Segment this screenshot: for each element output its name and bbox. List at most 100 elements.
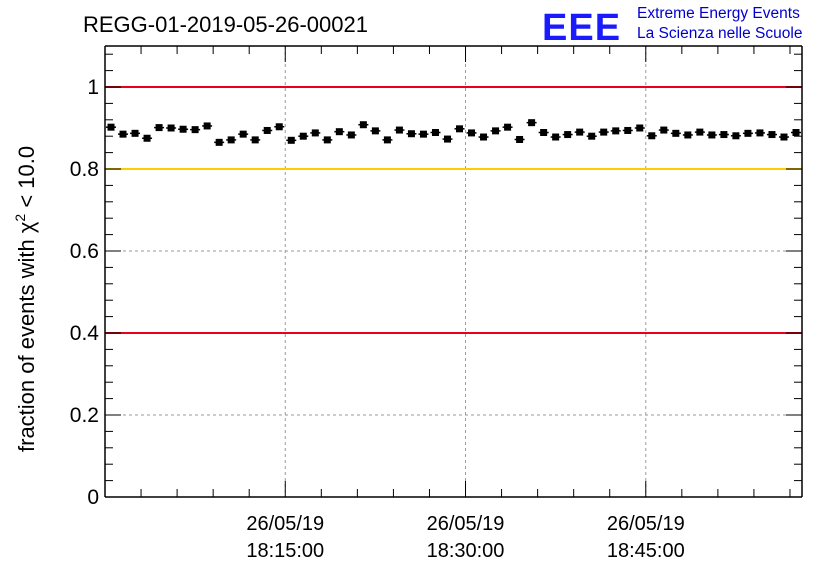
marker [696,128,704,136]
marker [155,124,163,132]
marker [359,121,367,129]
marker [395,126,403,134]
marker [528,119,536,127]
axes [104,45,803,498]
marker [600,128,608,136]
marker [768,131,776,139]
data-point [466,129,477,137]
data-point [766,131,777,139]
data-point [694,128,705,136]
marker [624,126,632,134]
marker [588,132,596,140]
data-point [274,123,285,131]
data-point [442,135,453,143]
data-point [370,127,381,135]
data-point [154,124,165,132]
data-point [586,132,597,140]
marker [203,122,211,130]
y-tick-label: 0.4 [70,322,100,345]
x-tick-time: 18:15:00 [246,540,324,562]
data-point [778,133,789,141]
marker [419,130,427,138]
data-point [538,129,549,137]
marker [275,123,283,131]
data-point [106,123,117,131]
data-point [754,129,765,137]
marker [792,129,800,137]
marker [323,136,331,144]
data-point [238,130,249,138]
eee-logo: EEE [542,7,621,49]
data-point [574,128,585,136]
data-point [178,125,189,133]
data-point [502,123,513,131]
x-ticks: 26/05/19 18:15:00 26/05/19 18:30:00 26/05/19… [140,46,791,562]
data-point [670,129,681,137]
x-tick-time: 18:30:00 [427,540,505,562]
data-point [298,132,309,140]
marker [732,132,740,140]
x-tick-date: 26/05/19 [246,513,324,535]
data-points [106,119,801,146]
marker [756,129,764,137]
y-tick-label: 1 [87,76,99,99]
data-point [646,132,657,140]
data-point [214,138,225,146]
data-point [454,125,465,133]
data-point [730,132,741,140]
data-point [514,135,525,143]
data-point [550,133,561,141]
marker [576,128,584,136]
data-point [430,129,441,137]
data-point [526,119,537,127]
marker [443,135,451,143]
y-tick-label: 0.8 [70,158,99,181]
marker [287,136,295,144]
marker [119,130,127,138]
data-point [286,136,297,144]
marker [227,136,235,144]
data-point [190,126,201,134]
marker [468,129,476,137]
marker [347,131,355,139]
x-tick-date: 26/05/19 [427,513,505,535]
data-point [562,131,573,139]
marker [179,125,187,133]
data-point [406,130,417,138]
grid-lines [105,46,802,497]
x-tick-time: 18:45:00 [607,540,685,562]
marker [492,127,500,135]
marker [720,131,728,139]
data-point [610,127,621,135]
marker [744,129,752,137]
data-point [706,131,717,139]
marker [191,126,199,134]
marker [371,127,379,135]
data-point [382,136,393,144]
marker [540,129,548,137]
logo-line-2: La Scienza nelle Scuole [637,25,802,42]
data-point [334,128,345,136]
data-point [250,136,261,144]
y-tick-label: 0.6 [70,240,99,263]
marker [251,136,259,144]
y-axis-label: fraction of events with χ2 < 10.0 [12,146,39,452]
marker [684,131,692,139]
logo-line-1: Extreme Energy Events [637,5,800,22]
data-point [262,126,273,134]
marker [131,129,139,137]
data-point [310,129,321,137]
marker [167,124,175,132]
data-point [478,133,489,141]
data-point [118,130,129,138]
marker [107,123,115,131]
marker [780,133,788,141]
data-point [622,126,633,134]
data-point [166,124,177,132]
marker [648,132,656,140]
data-point [322,136,333,144]
marker [407,130,415,138]
data-point [682,131,693,139]
marker [504,123,512,131]
data-point [490,127,501,135]
